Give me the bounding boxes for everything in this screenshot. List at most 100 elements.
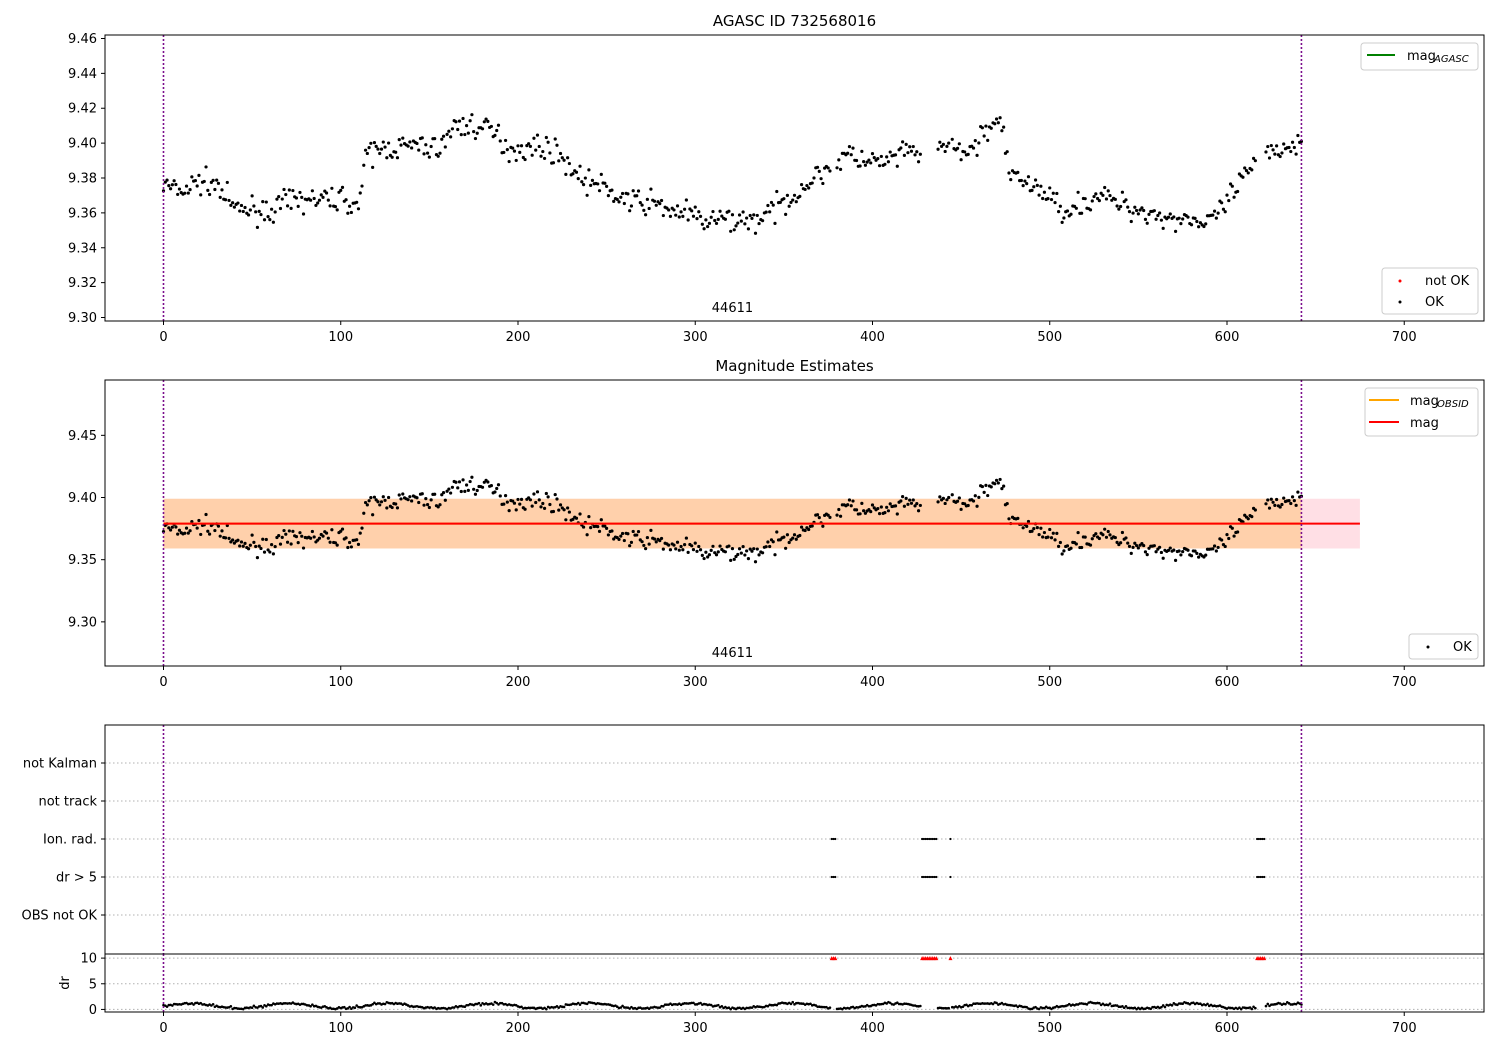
flag-point — [1261, 875, 1264, 879]
ok-point — [869, 510, 873, 514]
legend-label: not OK — [1425, 274, 1470, 289]
ok-point — [523, 507, 527, 511]
x-tick-label: 500 — [1037, 1021, 1062, 1036]
ok-point — [877, 511, 882, 516]
dr-point — [165, 1005, 169, 1008]
ok-point — [585, 533, 589, 537]
ok-point — [752, 547, 756, 551]
ok-point — [1106, 529, 1110, 534]
ok-point — [521, 155, 525, 160]
dr-point — [1266, 1002, 1270, 1006]
ok-point — [301, 546, 306, 550]
ok-point — [1057, 544, 1061, 548]
ok-point — [275, 197, 279, 201]
ok-point — [1154, 217, 1158, 221]
ok-point — [1065, 209, 1070, 213]
ok-point — [684, 198, 688, 202]
ok-point — [566, 506, 570, 510]
ok-point — [867, 158, 871, 162]
ok-point — [475, 131, 479, 135]
ok-point — [262, 218, 267, 222]
dr-point — [311, 1003, 314, 1006]
ok-point — [183, 191, 187, 195]
dr-point — [1067, 1002, 1071, 1006]
ok-point — [202, 179, 206, 184]
ok-point — [454, 480, 458, 484]
ok-point — [1120, 190, 1125, 194]
ok-point — [888, 150, 892, 154]
ok-point — [849, 153, 853, 157]
ok-point — [683, 543, 687, 547]
ok-point — [268, 218, 272, 222]
dr-point — [342, 1005, 346, 1009]
ok-point — [1253, 508, 1257, 512]
ok-point — [1290, 495, 1295, 499]
ok-point — [782, 535, 786, 539]
flag-point — [921, 837, 924, 841]
y-tick-label: 9.38 — [68, 172, 97, 187]
dr-point — [1284, 1002, 1287, 1006]
ok-point — [1088, 208, 1093, 212]
ok-point — [1002, 125, 1006, 129]
ok-point — [1177, 216, 1181, 220]
ok-point — [376, 500, 380, 504]
ok-point — [535, 133, 540, 137]
dr-capped-marker — [833, 956, 838, 961]
ok-point — [340, 185, 345, 189]
legend-label: mag — [1407, 49, 1436, 64]
ok-point — [1223, 544, 1227, 549]
ok-point — [1287, 499, 1291, 503]
ok-point — [410, 499, 414, 503]
ok-point — [372, 141, 377, 145]
ok-point — [826, 166, 830, 170]
ok-point — [216, 524, 221, 528]
ok-point — [168, 528, 173, 532]
ok-point — [792, 193, 797, 197]
ok-point — [316, 201, 320, 205]
x-tick-label: 0 — [159, 330, 167, 345]
ok-point — [298, 190, 302, 195]
ok-point — [620, 191, 625, 196]
ok-point — [957, 142, 961, 146]
ok-point — [1021, 526, 1025, 530]
ok-point — [773, 221, 777, 225]
ok-point — [950, 493, 954, 497]
ok-point — [475, 488, 479, 493]
ok-point — [238, 209, 242, 213]
y-tick-label: 9.44 — [68, 67, 97, 82]
ok-point — [736, 221, 740, 225]
ok-point — [631, 529, 635, 534]
ok-point — [493, 133, 497, 137]
ok-point — [750, 216, 754, 221]
ok-point — [647, 542, 651, 546]
dr-point — [791, 1000, 795, 1004]
ok-point — [1042, 190, 1047, 194]
ok-point — [1193, 549, 1197, 553]
dr-point — [699, 1001, 702, 1005]
ok-point — [1251, 156, 1256, 160]
ok-point — [645, 535, 649, 540]
ok-point — [174, 525, 178, 529]
dr-point — [229, 1005, 233, 1008]
ok-point — [282, 528, 286, 533]
ok-point — [1115, 540, 1119, 544]
dr-point — [383, 1002, 387, 1006]
ok-point — [649, 187, 653, 191]
ok-point — [328, 204, 332, 208]
legend-label: OK — [1453, 640, 1472, 655]
ok-point — [1101, 193, 1105, 197]
ok-point — [450, 485, 455, 489]
ok-point — [906, 151, 910, 155]
flag-point — [935, 837, 938, 841]
dr-point — [1294, 1002, 1298, 1006]
ok-point — [1042, 530, 1047, 535]
dr-point — [497, 1003, 500, 1006]
ok-point — [385, 506, 389, 510]
ok-point — [787, 540, 791, 545]
ok-point — [399, 143, 403, 147]
ok-point — [581, 525, 586, 529]
ok-point — [644, 213, 648, 217]
ok-point — [1048, 527, 1052, 532]
dr-point — [1250, 1007, 1254, 1011]
ok-point — [355, 200, 359, 204]
